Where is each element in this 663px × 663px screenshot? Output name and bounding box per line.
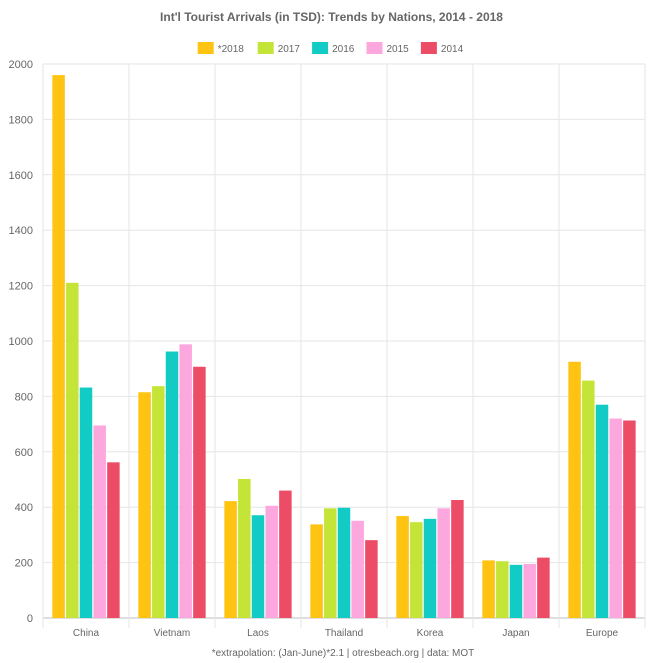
- y-tick-label: 800: [15, 391, 33, 403]
- y-tick-label: 1200: [9, 281, 33, 293]
- x-tick-label: Korea: [417, 628, 444, 639]
- bar-korea-2015: [437, 508, 450, 618]
- y-axis-ticks: 0 200 400 600 800 1000 1200 1400 1600 1800 2000: [9, 59, 33, 625]
- x-tick-label: China: [73, 628, 100, 639]
- bar-japan-2015: [523, 563, 536, 618]
- x-axis-labels: China Vietnam Laos Thailand Korea Japan Europe: [73, 628, 619, 639]
- x-tick-label: Laos: [247, 628, 269, 639]
- legend-swatch[interactable]: [366, 42, 383, 54]
- x-tick-label: Japan: [502, 628, 529, 639]
- bar-vietnam-2017: [152, 386, 165, 618]
- bar-europe-2018: [568, 361, 581, 618]
- y-tick-label: 600: [15, 447, 33, 459]
- legend-label[interactable]: 2016: [332, 44, 355, 55]
- bar-japan-2017: [496, 561, 509, 618]
- bar-korea-2018: [396, 516, 409, 618]
- bar-laos-2017: [238, 478, 251, 618]
- y-tick-label: 2000: [9, 59, 33, 71]
- legend-label[interactable]: *2018: [218, 44, 245, 55]
- bar-china-2016: [79, 387, 93, 618]
- bar-europe-2017: [582, 380, 595, 618]
- bar-thailand-2017: [324, 508, 337, 618]
- bar-vietnam-2015: [179, 344, 192, 618]
- x-tick-label: Thailand: [325, 628, 363, 639]
- chart-bars: [52, 75, 636, 618]
- bar-korea-2016: [423, 518, 437, 618]
- x-tick-label: Vietnam: [154, 628, 191, 639]
- legend-label[interactable]: 2014: [441, 44, 464, 55]
- y-tick-label: 1800: [9, 114, 33, 126]
- y-tick-label: 1600: [9, 170, 33, 182]
- bar-thailand-2018: [310, 524, 323, 618]
- chart-footnote: *extrapolation: (Jan-June)*2.1 | otresbe…: [212, 648, 475, 659]
- bar-china-2015: [93, 425, 106, 618]
- bar-china-2014: [107, 462, 120, 618]
- bar-korea-2017: [410, 522, 423, 618]
- legend-swatch[interactable]: [257, 42, 274, 54]
- chart-legend: *2018 2017 2016 2015 2014: [197, 42, 464, 55]
- bar-china-2018: [52, 75, 65, 618]
- bar-japan-2016: [509, 564, 523, 618]
- bar-china-2017: [66, 282, 79, 618]
- legend-swatch[interactable]: [420, 42, 437, 54]
- bar-laos-2018: [224, 501, 237, 618]
- legend-swatch[interactable]: [197, 42, 214, 54]
- legend-label[interactable]: 2015: [387, 44, 410, 55]
- bar-vietnam-2014: [193, 366, 206, 618]
- bar-vietnam-2018: [138, 392, 151, 618]
- bar-korea-2014: [451, 499, 464, 618]
- bar-japan-2018: [482, 560, 495, 618]
- bar-europe-2014: [623, 420, 636, 618]
- bar-thailand-2015: [351, 520, 364, 618]
- bar-laos-2014: [279, 490, 292, 618]
- bar-thailand-2016: [337, 507, 351, 618]
- chart-grid: [42, 63, 646, 628]
- y-tick-label: 1400: [9, 225, 33, 237]
- bar-europe-2015: [609, 418, 622, 618]
- y-tick-label: 200: [15, 558, 33, 570]
- legend-label[interactable]: 2017: [278, 44, 301, 55]
- y-tick-label: 1000: [9, 336, 33, 348]
- y-tick-label: 400: [15, 502, 33, 514]
- legend-swatch[interactable]: [312, 42, 329, 54]
- bar-europe-2016: [595, 404, 609, 618]
- bar-laos-2015: [265, 505, 278, 618]
- chart-title: Int'l Tourist Arrivals (in TSD): Trends …: [160, 10, 503, 24]
- x-tick-label: Europe: [586, 628, 619, 639]
- bar-vietnam-2016: [165, 351, 179, 618]
- bar-japan-2014: [537, 557, 550, 618]
- bar-thailand-2014: [365, 540, 378, 618]
- bar-laos-2016: [251, 515, 265, 618]
- y-tick-label: 0: [27, 613, 33, 625]
